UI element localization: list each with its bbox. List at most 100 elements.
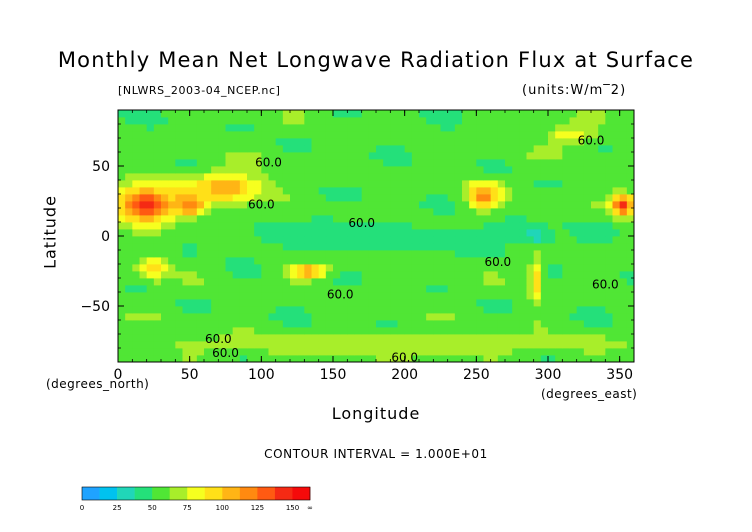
heatmap-cell — [576, 236, 585, 244]
heatmap-cell — [576, 159, 585, 167]
heatmap-cell — [225, 215, 234, 223]
heatmap-cell — [139, 257, 148, 265]
heatmap-cell — [598, 236, 606, 244]
heatmap-cell — [569, 187, 578, 195]
heatmap-cell — [239, 152, 248, 160]
heatmap-cell — [605, 173, 613, 181]
heatmap-cell — [476, 229, 484, 237]
heatmap-cell — [591, 292, 599, 300]
heatmap-cell — [168, 152, 176, 160]
heatmap-cell — [505, 250, 513, 258]
heatmap-cell — [218, 187, 226, 195]
heatmap-cell — [282, 299, 291, 307]
heatmap-cell — [333, 166, 341, 174]
heatmap-cell — [426, 313, 434, 321]
heatmap-cell — [254, 222, 262, 230]
heatmap-cell — [426, 187, 434, 195]
heatmap-cell — [153, 299, 162, 307]
heatmap-cell — [354, 117, 363, 125]
heatmap-cell — [404, 159, 413, 167]
heatmap-cell — [555, 166, 563, 174]
heatmap-cell — [361, 320, 370, 328]
heatmap-cell — [168, 222, 176, 230]
heatmap-cell — [204, 131, 212, 139]
heatmap-cell — [118, 313, 126, 321]
heatmap-cell — [297, 320, 305, 328]
heatmap-cell — [490, 110, 499, 118]
heatmap-cell — [419, 124, 427, 132]
heatmap-cell — [333, 124, 341, 132]
heatmap-cell — [304, 222, 312, 230]
heatmap-cell — [483, 334, 492, 342]
heatmap-cell — [583, 208, 592, 216]
heatmap-cell — [347, 124, 355, 132]
heatmap-cell — [304, 306, 312, 314]
heatmap-cell — [361, 180, 370, 188]
heatmap-cell — [411, 117, 420, 125]
heatmap-cell — [361, 194, 370, 202]
heatmap-cell — [175, 201, 183, 209]
heatmap-cell — [376, 117, 384, 125]
heatmap-cell — [562, 341, 570, 349]
heatmap-cell — [526, 180, 535, 188]
heatmap-cell — [182, 208, 191, 216]
heatmap-cell — [555, 271, 563, 279]
heatmap-cell — [118, 285, 126, 293]
heatmap-cell — [175, 341, 183, 349]
heatmap-cell — [512, 194, 520, 202]
heatmap-cell — [533, 131, 542, 139]
heatmap-cell — [433, 292, 441, 300]
heatmap-cell — [139, 229, 148, 237]
heatmap-cell — [153, 327, 162, 335]
heatmap-cell — [540, 271, 549, 279]
heatmap-cell — [533, 292, 542, 300]
heatmap-cell — [254, 264, 262, 272]
heatmap-cell — [555, 215, 563, 223]
heatmap-cell — [275, 138, 284, 146]
heatmap-cell — [569, 250, 578, 258]
heatmap-cell — [304, 278, 312, 286]
heatmap-cell — [447, 299, 456, 307]
heatmap-cell — [139, 243, 148, 251]
heatmap-cell — [311, 264, 320, 272]
heatmap-cell — [261, 166, 269, 174]
heatmap-cell — [462, 292, 470, 300]
heatmap-cell — [619, 299, 628, 307]
heatmap-cell — [268, 145, 277, 153]
heatmap-cell — [533, 299, 542, 307]
heatmap-cell — [447, 208, 456, 216]
heatmap-cell — [282, 320, 291, 328]
heatmap-cell — [540, 180, 549, 188]
heatmap-cell — [476, 215, 484, 223]
heatmap-cell — [340, 117, 348, 125]
heatmap-cell — [282, 243, 291, 251]
heatmap-cell — [512, 292, 520, 300]
heatmap-cell — [204, 201, 212, 209]
heatmap-cell — [469, 250, 477, 258]
heatmap-cell — [290, 313, 298, 321]
heatmap-cell — [426, 334, 434, 342]
heatmap-cell — [354, 131, 363, 139]
heatmap-cell — [476, 152, 484, 160]
colorbar-swatch — [187, 487, 206, 500]
chart-title: Monthly Mean Net Longwave Radiation Flux… — [57, 48, 695, 72]
heatmap-cell — [347, 292, 355, 300]
heatmap-cell — [275, 341, 284, 349]
heatmap-cell — [318, 292, 327, 300]
heatmap-cell — [562, 250, 570, 258]
heatmap-cell — [218, 355, 226, 363]
heatmap-cell — [196, 327, 205, 335]
heatmap-cell — [290, 201, 298, 209]
heatmap-cell — [562, 334, 570, 342]
heatmap-cell — [218, 145, 226, 153]
heatmap-cell — [555, 306, 563, 314]
heatmap-cell — [232, 271, 241, 279]
heatmap-cell — [540, 187, 549, 195]
heatmap-cell — [204, 306, 212, 314]
heatmap-cell — [361, 110, 370, 118]
heatmap-cell — [383, 236, 391, 244]
heatmap-cell — [390, 180, 398, 188]
heatmap-cell — [239, 159, 248, 167]
heatmap-cell — [347, 278, 355, 286]
heatmap-cell — [454, 355, 463, 363]
